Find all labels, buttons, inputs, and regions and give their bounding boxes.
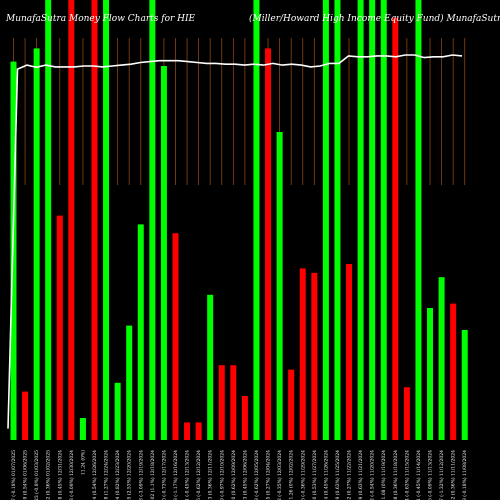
bar xyxy=(322,0,329,440)
x-tick-label: 11.02 (1.1%) 12/18/2024 xyxy=(149,450,156,500)
bar xyxy=(415,0,422,440)
x-tick-label: 11.24 (0.54%) 12/26/2024 xyxy=(91,450,98,500)
x-tick-label: 11.08 (0%) 11/19/2024 xyxy=(380,450,387,500)
x-tick-label: 11.11 (-0.45%) 11/14/2024 xyxy=(415,450,422,500)
bar xyxy=(392,17,399,440)
bar xyxy=(265,48,272,441)
bar xyxy=(403,387,410,440)
x-tick-label: 11.04 (0.82%) 12/23/2024 xyxy=(114,450,121,500)
x-tick-labels: 11.27 (-0.18%) 01/07/2025 11.29 (0.54%) 0… xyxy=(10,450,468,500)
x-tick-label: 11.16 (-0.09%) 11/13/2024 xyxy=(427,450,434,500)
bar xyxy=(33,48,40,441)
x-tick-label: 11.23 (0.45%) 12/06/2024 xyxy=(241,450,248,500)
bar xyxy=(369,0,376,440)
x-tick-label: 11.23 (0.36%) 12/11/2024 xyxy=(207,450,214,500)
x-tick-label: 11.04 (-0.63%) 11/15/2024 xyxy=(403,450,410,500)
bar xyxy=(230,365,237,440)
x-tick-label: 11.23 (-0.09%) 12/30/2024 xyxy=(68,450,75,500)
bar xyxy=(172,233,179,440)
x-tick-label: 11.27 (-0.18%) 01/07/2025 xyxy=(10,450,17,500)
bar xyxy=(126,325,133,440)
x-tick-label: 11.26 (-0.36%) 11/29/2024 xyxy=(299,450,306,500)
bar xyxy=(346,264,353,440)
bar xyxy=(184,422,191,440)
bar xyxy=(68,0,75,440)
x-tick-label: 11.30 (0.62%) 12/09/2024 xyxy=(230,450,237,500)
bar xyxy=(357,0,364,440)
x-tick-label: 11.28 (0.45%) 12/31/2024 xyxy=(56,450,63,500)
bar xyxy=(276,132,283,440)
x-tick-label: 11.02 (-0.54%) 11/20/2024 xyxy=(369,450,376,500)
x-tick-label: 11.29 (0.54%) 01/06/2025 xyxy=(22,450,29,500)
bars xyxy=(10,0,468,441)
x-tick-label: 10.95 (2.53%) 12/20/2024 xyxy=(126,450,133,500)
x-tick-label: 11.18 (1.27%) 12/24/2024 xyxy=(103,450,110,500)
bar xyxy=(114,382,121,440)
x-tick-label: 11.32 (0.36%) 11/11/2024 xyxy=(450,450,457,500)
bar xyxy=(45,0,52,440)
bar xyxy=(380,0,387,440)
bar xyxy=(149,0,156,440)
bar xyxy=(160,66,167,440)
x-tick-label: 11.11 (-0.45%) 12/13/2024 xyxy=(184,450,191,500)
bar xyxy=(79,418,86,440)
x-tick-label: 11.24 (0.45%) 11/26/2024 xyxy=(322,450,329,500)
x-tick-label: 11.25 (0.27%) 12/04/2024 xyxy=(265,450,272,500)
bar xyxy=(450,303,457,440)
x-tick-label: 11.12 (0.27%) 11/22/2024 xyxy=(346,450,353,500)
x-tick-label: 11.19 (-0.97%) 12/10/2024 xyxy=(218,450,225,500)
x-tick-label: 11.28 (-0.18%) 11/08/2024 xyxy=(461,450,468,500)
bar xyxy=(195,422,202,440)
bar xyxy=(241,396,248,440)
x-tick-label: 11.23 (-0.8%) 01/03/2025 xyxy=(33,450,40,500)
x-tick-label: 11.24 (0%) xyxy=(79,450,86,475)
bar xyxy=(207,294,214,440)
x-tick-label: 11.18 (-0.62%) 12/05/2024 xyxy=(253,450,260,500)
chart-title-right: (Miller/Howard High Income Equity Fund) … xyxy=(249,13,500,24)
x-tick-label: 10.68 (-3.09%) 12/19/2024 xyxy=(137,450,144,500)
x-tick-label: 11.32 (0.36%) 01/02/2025 xyxy=(45,450,52,500)
x-tick-label: 11.19 (0.63%) 11/25/2024 xyxy=(334,450,341,500)
bar xyxy=(137,224,144,440)
bar xyxy=(218,365,225,440)
bar xyxy=(91,0,98,440)
chart-title-left: MunafaSutra Money Flow Charts for HIE xyxy=(5,14,196,24)
x-tick-label: 10.98 (-1.17%) 12/16/2024 xyxy=(172,450,179,500)
x-tick-label: 11.30 (0.53%) 11/27/2024 xyxy=(311,450,318,500)
x-tick-label: 11.22 (-0.35%) 12/03/2024 xyxy=(276,450,283,500)
x-tick-label: 10.90 (-0.73%) 12/17/2024 xyxy=(160,450,167,500)
bar xyxy=(438,277,445,440)
bar xyxy=(103,0,110,440)
x-tick-label: 11.08 (0.36%) 11/18/2024 xyxy=(392,450,399,500)
bar xyxy=(427,308,434,440)
bar xyxy=(253,0,260,440)
bar xyxy=(10,61,17,440)
bar xyxy=(22,391,29,440)
x-tick-label: 11.16 (-0.62%) 12/12/2024 xyxy=(195,450,202,500)
bar xyxy=(311,272,318,440)
x-tick-label: 11.26 (0%) 12/02/2024 xyxy=(288,450,295,500)
bar xyxy=(299,268,306,440)
bar xyxy=(334,0,341,440)
bar xyxy=(288,369,295,440)
price-line-group xyxy=(7,54,463,429)
price-line xyxy=(7,54,463,429)
x-tick-label: 11.17 (-1.32%) 11/12/2024 xyxy=(438,450,445,500)
bar xyxy=(56,215,63,440)
bar xyxy=(461,330,468,440)
x-tick-label: 11.09 (0.63%) 11/21/2024 xyxy=(357,450,364,500)
